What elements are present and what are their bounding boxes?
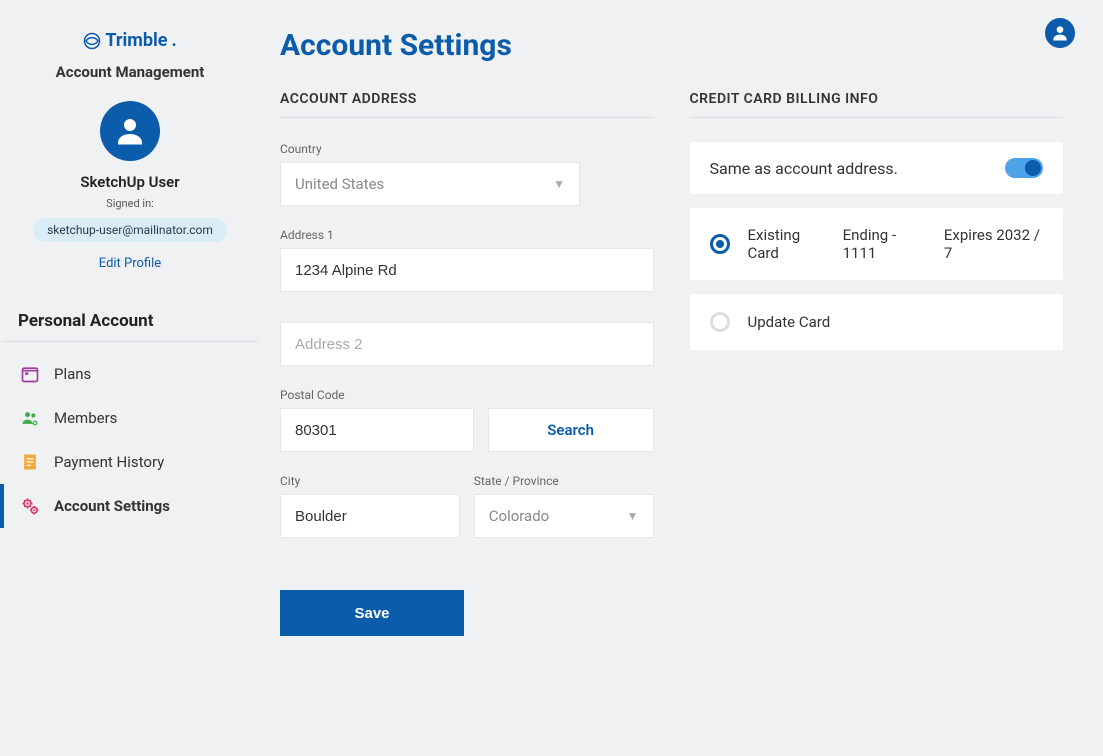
calendar-icon (20, 364, 40, 384)
sidebar-section-title: Personal Account (2, 311, 258, 342)
radio-empty-icon (710, 312, 730, 332)
sidebar-item-label: Members (54, 409, 117, 427)
state-value: Colorado (489, 507, 549, 525)
same-as-label: Same as account address. (710, 159, 898, 178)
sidebar-item-plans[interactable]: Plans (0, 352, 260, 396)
email-chip: sketchup-user@mailinator.com (33, 218, 227, 242)
radio-selected-icon (710, 234, 730, 254)
brand-logo: Trimble. (0, 30, 260, 51)
username: SketchUp User (0, 173, 260, 191)
avatar (100, 101, 160, 161)
account-address-panel: ACCOUNT ADDRESS Country United States ▼ … (280, 91, 654, 636)
sidebar-item-label: Account Settings (54, 497, 170, 515)
update-card-label: Update Card (748, 313, 831, 331)
sidebar: Trimble. Account Management SketchUp Use… (0, 0, 260, 756)
members-icon (20, 408, 40, 428)
profile-menu-button[interactable] (1045, 18, 1075, 48)
postal-label: Postal Code (280, 388, 654, 402)
same-as-toggle[interactable] (1005, 158, 1043, 178)
brand-icon (83, 32, 101, 50)
account-address-header: ACCOUNT ADDRESS (280, 91, 654, 118)
existing-card-label: Existing Card (748, 226, 825, 262)
sidebar-item-payment-history[interactable]: Payment History (0, 440, 260, 484)
billing-header: CREDIT CARD BILLING INFO (690, 91, 1064, 118)
sidebar-nav: Plans Members Payment History Account Se… (0, 352, 260, 528)
sidebar-item-label: Plans (54, 365, 91, 383)
card-expires: Expires 2032 / 7 (944, 226, 1043, 262)
sidebar-subtitle: Account Management (0, 63, 260, 81)
billing-panel: CREDIT CARD BILLING INFO Same as account… (690, 91, 1064, 636)
existing-card-row[interactable]: Existing Card Ending - 1111 Expires 2032… (690, 208, 1064, 280)
address1-label: Address 1 (280, 228, 654, 242)
country-value: United States (295, 175, 384, 193)
city-input[interactable] (280, 494, 460, 538)
brand-name: Trimble (105, 30, 167, 51)
city-label: City (280, 474, 460, 488)
page-title: Account Settings (280, 28, 1063, 63)
signed-in-label: Signed in: (0, 197, 260, 210)
chevron-down-icon: ▼ (553, 177, 565, 191)
save-button[interactable]: Save (280, 590, 464, 636)
state-label: State / Province (474, 474, 654, 488)
card-ending: Ending - 1111 (843, 226, 926, 262)
main-content: Account Settings ACCOUNT ADDRESS Country… (260, 0, 1103, 756)
address1-input[interactable] (280, 248, 654, 292)
postal-input[interactable] (280, 408, 474, 452)
state-select[interactable]: Colorado ▼ (474, 494, 654, 538)
document-icon (20, 452, 40, 472)
sidebar-item-account-settings[interactable]: Account Settings (0, 484, 260, 528)
update-card-row[interactable]: Update Card (690, 294, 1064, 350)
address2-input[interactable] (280, 322, 654, 366)
country-select[interactable]: United States ▼ (280, 162, 580, 206)
same-as-address-row: Same as account address. (690, 142, 1064, 194)
gear-icon (20, 496, 40, 516)
sidebar-item-members[interactable]: Members (0, 396, 260, 440)
sidebar-item-label: Payment History (54, 453, 164, 471)
country-label: Country (280, 142, 654, 156)
search-button[interactable]: Search (488, 408, 654, 452)
edit-profile-link[interactable]: Edit Profile (0, 256, 260, 271)
chevron-down-icon: ▼ (627, 509, 639, 523)
